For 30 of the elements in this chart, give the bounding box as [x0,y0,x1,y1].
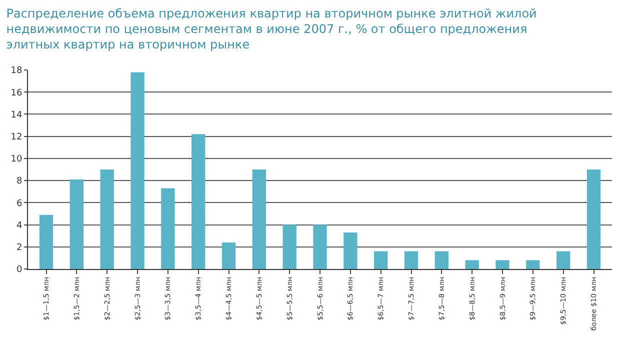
bar [39,214,54,269]
y-tick-label: 18 [10,66,22,76]
bar [130,72,144,269]
bar [313,224,327,269]
y-tick-label: 2 [16,243,22,254]
bar [70,179,84,269]
bar [404,251,418,269]
y-tick-label: 0 [16,265,22,276]
bar [191,134,206,269]
y-tick-label: 6 [16,198,22,209]
bar [586,170,601,269]
bar [344,232,358,269]
chart-title: Распределение объема предложения квартир на вторичном рынке элитной жилой недвижимости по ценовым сегментам в июне 2007 г., % от общего предложения элитных квартир на вторичном рынке [6,6,537,52]
bar [434,251,449,269]
y-tick-label: 14 [10,110,22,120]
bar [100,170,114,269]
y-tick-label: 16 [10,88,22,98]
bar [161,188,175,269]
y-tick-label: 4 [16,220,22,231]
bar [465,260,479,269]
y-tick-label: 12 [10,132,22,142]
bar [282,224,296,269]
bar [252,170,266,269]
bar [556,251,570,269]
y-tick-label: 10 [10,154,22,165]
bar [526,260,540,269]
bar [374,251,388,269]
y-tick-label: 8 [16,176,22,187]
bar [496,260,510,269]
bar [222,242,236,269]
